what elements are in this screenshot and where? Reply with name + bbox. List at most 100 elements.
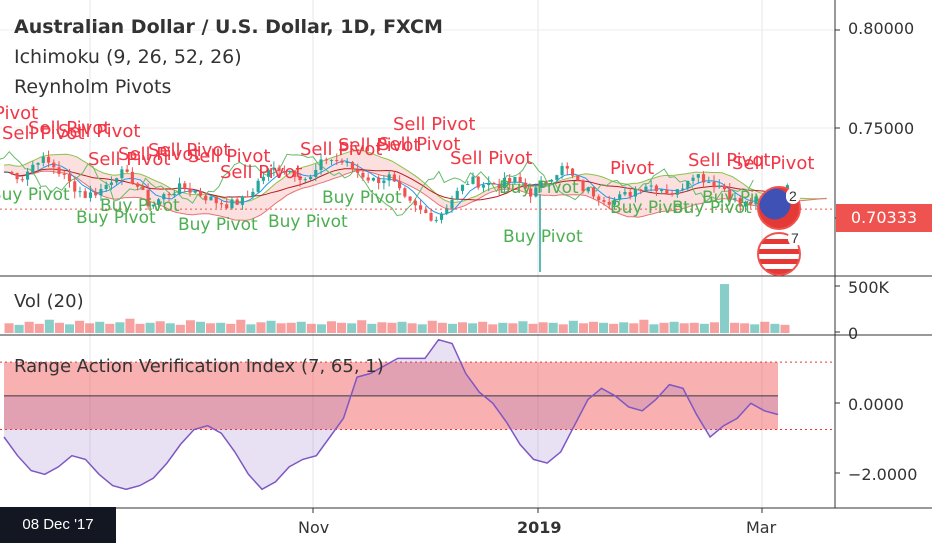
candle-body bbox=[581, 180, 585, 192]
candle-body bbox=[429, 212, 433, 221]
price-tick-label: 0.75000 bbox=[848, 119, 915, 138]
volume-bar bbox=[609, 323, 619, 333]
candle-body bbox=[529, 188, 533, 197]
candle-body bbox=[62, 173, 66, 175]
candle-body bbox=[387, 174, 391, 181]
candle-body bbox=[382, 180, 386, 184]
volume-bar bbox=[216, 322, 226, 333]
volume-bar bbox=[709, 322, 719, 333]
volume-bar bbox=[679, 323, 689, 333]
candle-body bbox=[36, 162, 40, 165]
candle-body bbox=[361, 172, 365, 178]
candle-body bbox=[94, 192, 98, 196]
oscillator-panel bbox=[0, 338, 835, 491]
candle-body bbox=[371, 177, 375, 181]
candle-body bbox=[52, 162, 56, 168]
volume-bar bbox=[4, 323, 14, 333]
candle-body bbox=[712, 181, 716, 188]
volume-tick-label: 500K bbox=[848, 278, 890, 297]
candle-body bbox=[403, 188, 407, 197]
candle-body bbox=[560, 166, 564, 176]
candle-body bbox=[366, 177, 370, 181]
candle-body bbox=[120, 169, 124, 179]
volume-bar bbox=[689, 322, 699, 333]
candle-body bbox=[240, 196, 244, 205]
volume-bar bbox=[246, 324, 256, 333]
volume-bar bbox=[367, 323, 377, 333]
volume-bar bbox=[296, 321, 306, 333]
candle-body bbox=[586, 187, 590, 192]
volume-bar bbox=[498, 322, 508, 333]
candle-body bbox=[188, 188, 192, 193]
candle-body bbox=[749, 201, 753, 205]
volume-bar bbox=[437, 322, 447, 333]
volume-bar bbox=[54, 322, 64, 333]
buy-pivot-label: Buy Pivot bbox=[672, 198, 752, 218]
volume-bar bbox=[387, 322, 397, 333]
volume-bar bbox=[316, 324, 326, 333]
volume-bar bbox=[226, 323, 236, 333]
candlestick-series bbox=[0, 150, 835, 272]
candle-body bbox=[10, 171, 14, 173]
volume-bar bbox=[478, 321, 488, 333]
osc-tick-label: −2.0000 bbox=[848, 465, 918, 484]
current-price-badge: 0.70333 bbox=[836, 204, 932, 232]
volume-bar bbox=[407, 323, 417, 333]
candle-body bbox=[78, 191, 82, 193]
volume-bar bbox=[508, 323, 518, 333]
candle-body bbox=[481, 185, 486, 188]
candle-body bbox=[167, 194, 171, 196]
candle-body bbox=[83, 191, 87, 198]
candle-body bbox=[701, 174, 706, 183]
kijun-line bbox=[3, 168, 785, 201]
volume-bar bbox=[75, 320, 85, 333]
x-tick-label: 2019 bbox=[517, 518, 562, 537]
buy-pivot-label: Buy Pivot bbox=[100, 196, 180, 216]
buy-pivot-label: Buy Pivot bbox=[499, 178, 579, 198]
candle-body bbox=[141, 186, 145, 190]
sell-pivot-label: Sell Pivot bbox=[2, 123, 84, 144]
candle-body bbox=[502, 178, 506, 189]
candle-body bbox=[88, 192, 93, 198]
candle-body bbox=[670, 193, 674, 195]
panel-frame bbox=[0, 0, 932, 513]
candle-body bbox=[225, 204, 229, 209]
volume-bar bbox=[397, 321, 407, 333]
candle-body bbox=[209, 196, 213, 201]
candle-body bbox=[675, 189, 679, 195]
volume-bar bbox=[659, 322, 669, 333]
candle-body bbox=[413, 200, 417, 206]
candle-body bbox=[717, 185, 721, 188]
candle-body bbox=[109, 182, 113, 185]
volume-bar bbox=[770, 323, 780, 333]
volume-bar bbox=[488, 324, 498, 333]
candle-body bbox=[377, 177, 381, 184]
candle-body bbox=[104, 184, 108, 189]
candle-body bbox=[277, 167, 281, 171]
candle-body bbox=[597, 196, 601, 201]
candle-body bbox=[151, 204, 155, 207]
candle-body bbox=[686, 180, 690, 189]
candle-body bbox=[424, 209, 428, 213]
candle-body bbox=[555, 175, 559, 180]
candle-body bbox=[513, 176, 517, 183]
volume-bar bbox=[195, 321, 206, 333]
candle-body bbox=[298, 176, 302, 181]
candle-body bbox=[162, 194, 166, 200]
volume-bar bbox=[115, 322, 125, 333]
candle-body bbox=[492, 183, 496, 185]
buy-pivot-label: Buy Pivot bbox=[268, 212, 348, 232]
sell-pivot-label: Sell Pivot bbox=[378, 134, 460, 155]
volume-bar bbox=[457, 322, 468, 333]
volume-bar bbox=[548, 322, 558, 333]
candle-body bbox=[602, 200, 606, 202]
candle-body bbox=[329, 160, 334, 162]
candle-body bbox=[544, 180, 548, 182]
candle-body bbox=[146, 189, 150, 207]
candle-body bbox=[550, 179, 554, 182]
candle-body bbox=[345, 161, 349, 163]
candle-body bbox=[288, 171, 292, 173]
candle-body bbox=[319, 159, 323, 170]
